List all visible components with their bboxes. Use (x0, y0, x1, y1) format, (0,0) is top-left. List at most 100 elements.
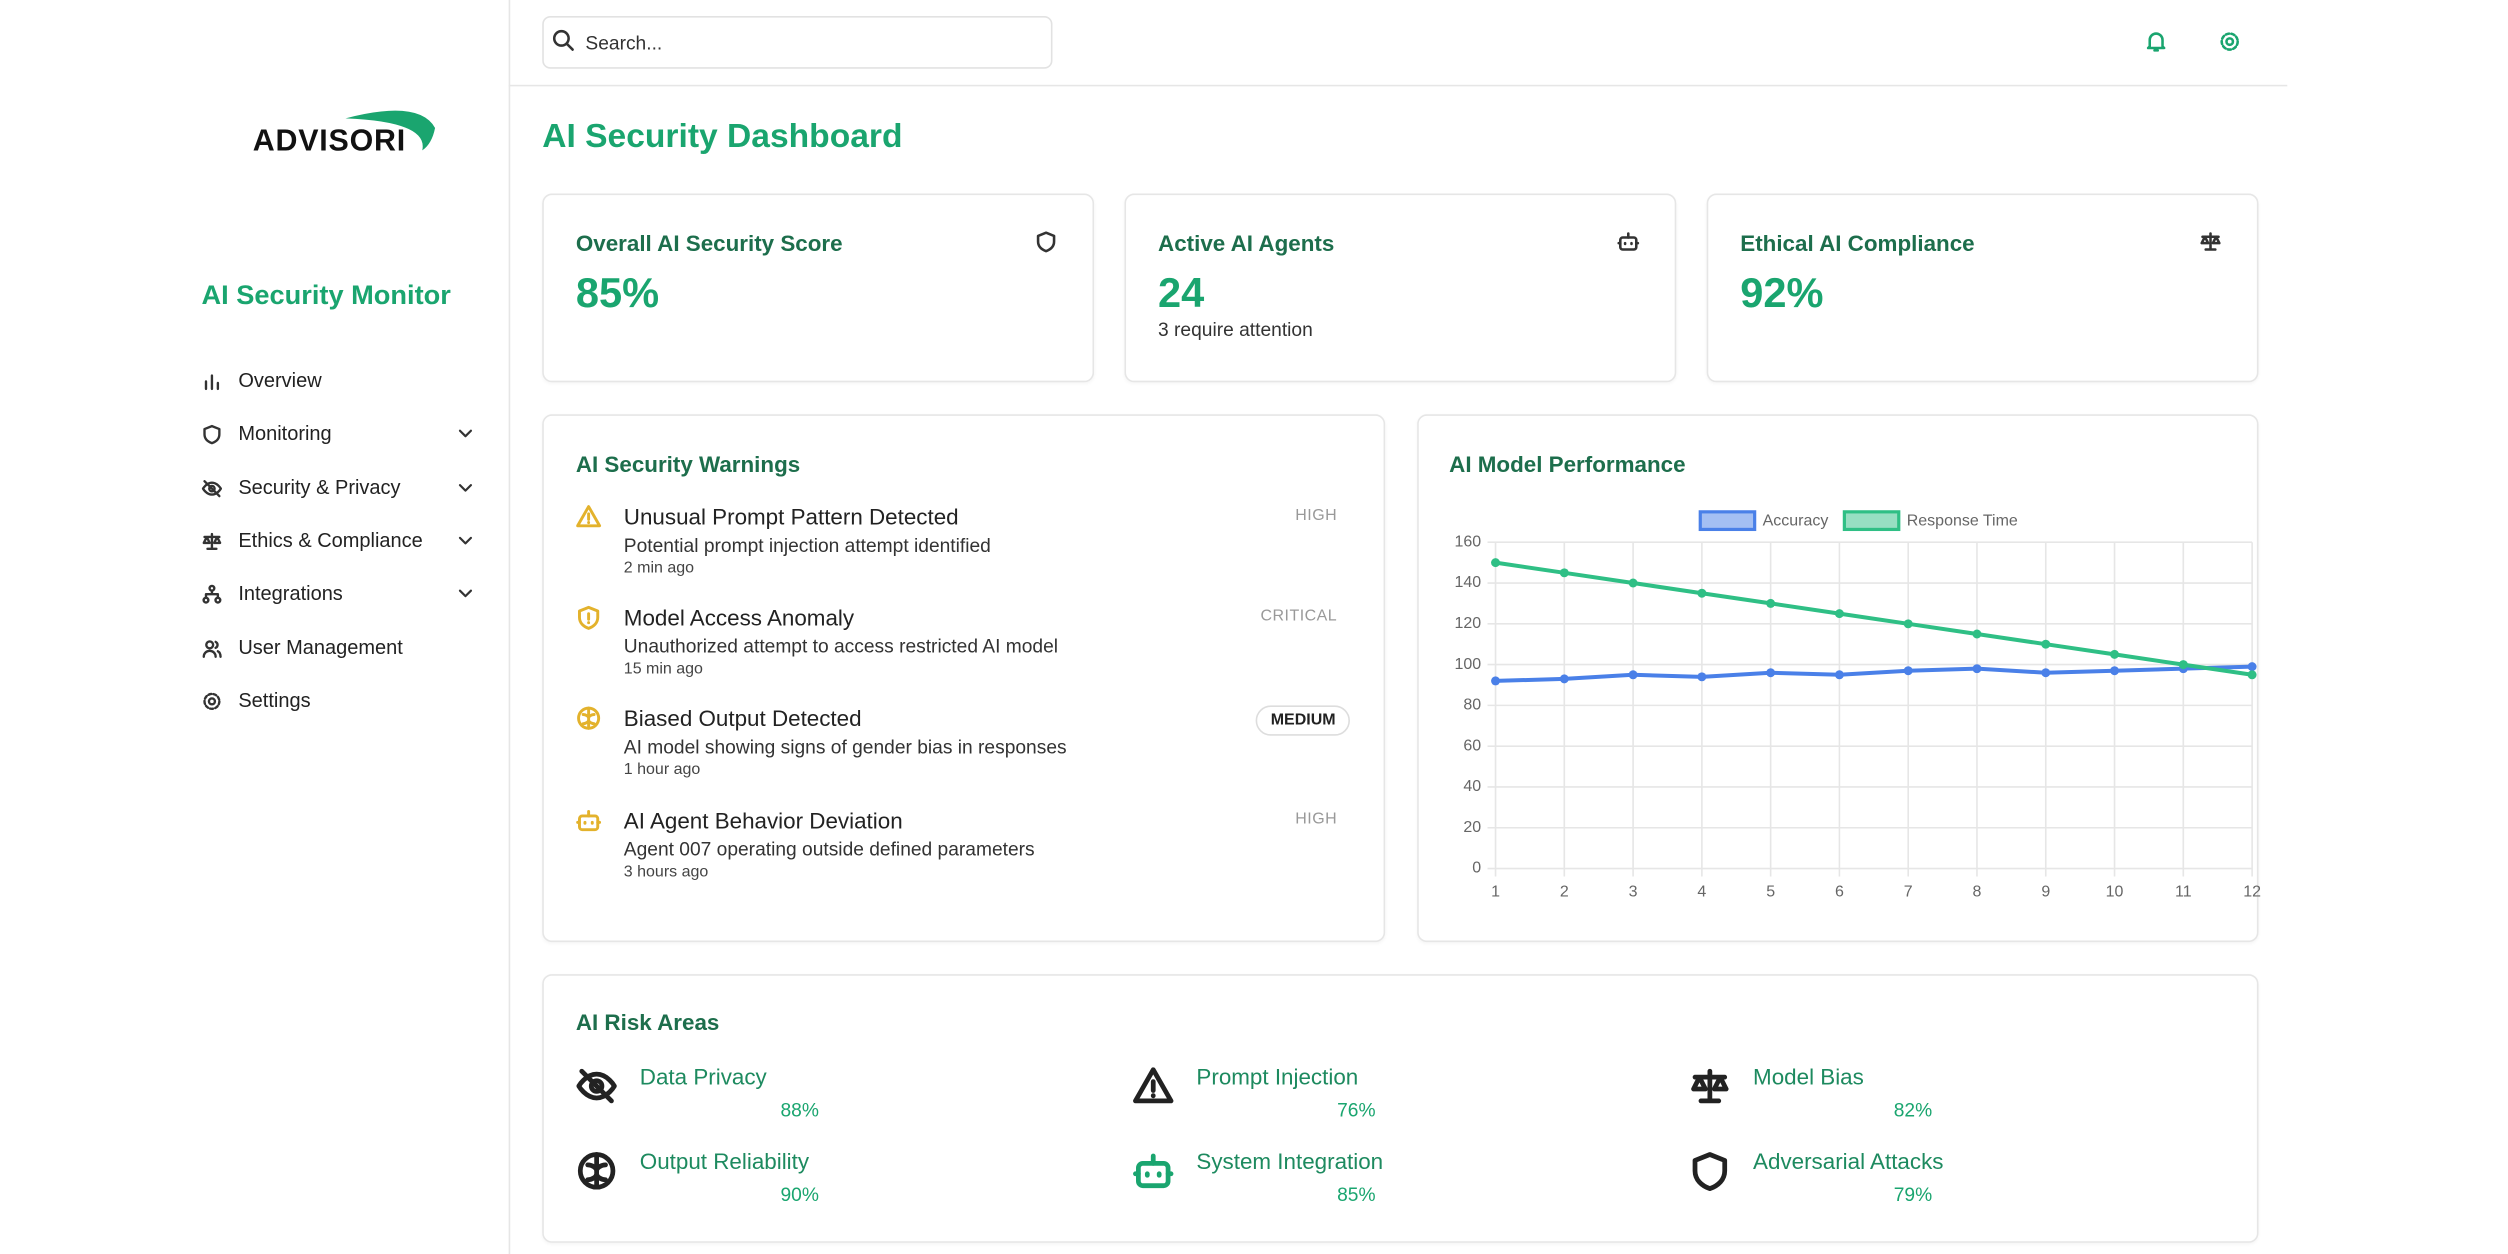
warning-title: AI Agent Behavior Deviation (623, 807, 903, 833)
search-box[interactable] (542, 15, 1053, 69)
risk-name: Prompt Injection (1196, 1063, 1359, 1090)
data-point (1628, 578, 1638, 588)
data-point (1628, 670, 1638, 680)
severity-badge: CRITICAL (1260, 608, 1338, 626)
y-tick-label: 120 (1454, 615, 1481, 632)
settings-icon[interactable] (2219, 30, 2241, 52)
risk-name: Adversarial Attacks (1753, 1148, 1944, 1175)
logo-swoosh (345, 110, 436, 151)
legend-label: Response Time (1907, 513, 2018, 530)
y-tick-label: 20 (1463, 819, 1481, 836)
y-tick-label: 40 (1463, 778, 1481, 795)
card-icon (1036, 231, 1056, 253)
risk-icon (1691, 1068, 1729, 1104)
risk-icon (576, 1068, 617, 1104)
warning-icon (578, 606, 600, 631)
data-point (1559, 568, 1569, 578)
nav-item[interactable]: Security & Privacy (238, 476, 401, 499)
nav-icon (202, 532, 222, 550)
warning-icon (577, 707, 601, 731)
data-point (1697, 588, 1707, 598)
card-title: Active AI Agents (1158, 230, 1335, 256)
risk-value: 79% (1893, 1183, 1933, 1207)
data-point (2178, 660, 2188, 670)
x-tick-label: 3 (1629, 884, 1638, 901)
search-placeholder[interactable]: Search... (585, 31, 663, 55)
x-tick-label: 11 (2175, 884, 2192, 901)
y-tick-label: 140 (1454, 574, 1481, 591)
data-point (1903, 666, 1913, 676)
warning-title: Biased Output Detected (623, 706, 862, 732)
risk-name: Data Privacy (639, 1063, 767, 1090)
data-point (1491, 558, 1501, 568)
data-point (1697, 672, 1707, 682)
x-tick-label: 5 (1766, 884, 1775, 901)
x-tick-label: 8 (1973, 884, 1982, 901)
data-point (1766, 598, 1776, 608)
warning-time: 1 hour ago (623, 761, 701, 780)
card-value: 24 (1158, 268, 1205, 317)
risk-value: 76% (1337, 1098, 1376, 1122)
y-tick-label: 60 (1463, 737, 1481, 754)
warning-description: Unauthorized attempt to access restricte… (623, 635, 1059, 658)
x-tick-label: 7 (1904, 884, 1913, 901)
data-point (2247, 670, 2257, 680)
data-point (2041, 668, 2051, 678)
legend-label: Accuracy (1763, 513, 1829, 530)
legend-swatch (1842, 510, 1901, 532)
risk-name: Model Bias (1753, 1063, 1864, 1090)
y-tick-label: 100 (1454, 656, 1481, 673)
sidebar-border (508, 0, 511, 1254)
x-tick-label: 10 (2106, 884, 2124, 901)
nav-icon (202, 639, 222, 658)
logo: ADVISORI (252, 124, 407, 159)
data-point (1834, 609, 1844, 619)
nav-chevron (458, 430, 473, 438)
warning-title: Model Access Anomaly (623, 604, 855, 631)
card-icon (2200, 232, 2221, 251)
risk-value: 82% (1893, 1098, 1933, 1122)
nav-item[interactable]: Settings (238, 689, 311, 712)
data-point (2110, 649, 2120, 659)
chart-title: AI Model Performance (1449, 451, 1686, 477)
nav-icon (201, 479, 223, 497)
stat-card (542, 193, 1095, 383)
warning-description: AI model showing signs of gender bias in… (623, 736, 1067, 759)
severity-badge: HIGH (1295, 810, 1338, 828)
warning-description: Potential prompt injection attempt ident… (623, 534, 991, 557)
sidebar-title: AI Security Monitor (201, 279, 451, 311)
card-icon (1617, 232, 1640, 251)
nav-icon (204, 374, 220, 391)
data-point (1903, 619, 1913, 629)
risk-value: 88% (780, 1098, 819, 1122)
nav-item[interactable]: Ethics & Compliance (238, 529, 423, 552)
data-point (1559, 674, 1569, 684)
header-border (508, 84, 2288, 87)
card-title: Overall AI Security Score (575, 230, 843, 256)
x-tick-label: 12 (2243, 884, 2261, 901)
legend-swatch (1698, 510, 1757, 532)
x-tick-label: 9 (2041, 884, 2050, 901)
risk-panel (542, 974, 2259, 1243)
stat-card (1706, 193, 2259, 383)
data-point (1766, 668, 1776, 678)
data-point (2110, 666, 2120, 676)
nav-item[interactable]: Overview (238, 369, 322, 392)
x-tick-label: 2 (1560, 884, 1569, 901)
notification-icon[interactable] (2145, 30, 2167, 52)
series-line (1495, 560, 2253, 677)
stat-card (1124, 193, 1677, 383)
x-tick-label: 1 (1491, 884, 1500, 901)
risk-name: System Integration (1196, 1148, 1384, 1175)
nav-icon (203, 425, 221, 445)
nav-item[interactable]: Integrations (238, 582, 343, 605)
nav-chevron (458, 483, 473, 492)
search-icon (552, 29, 574, 51)
data-point (1972, 664, 1982, 674)
x-tick-label: 4 (1697, 884, 1706, 901)
nav-item[interactable]: Monitoring (238, 422, 332, 446)
risk-icon (1133, 1067, 1174, 1104)
nav-item[interactable]: User Management (238, 635, 403, 659)
